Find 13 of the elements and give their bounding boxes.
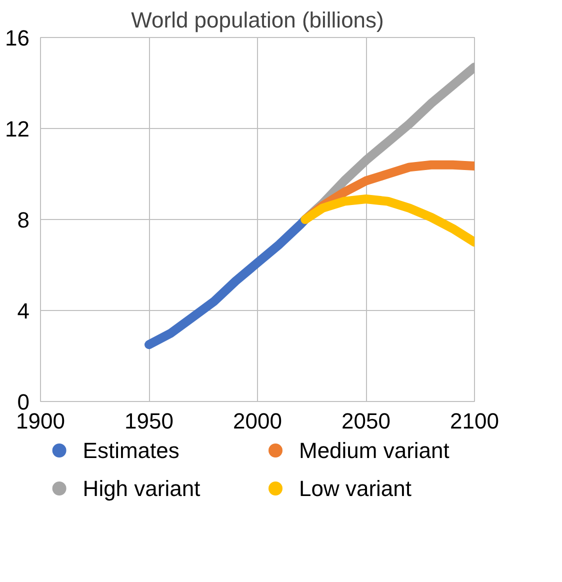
legend-label: Estimates [82, 438, 180, 463]
y-tick-label: 8 [17, 208, 30, 232]
x-tick-label: 1950 [124, 408, 174, 434]
legend-label: Low variant [299, 476, 412, 501]
y-tick-label: 12 [5, 116, 30, 142]
chart-title: World population (billions) [131, 8, 384, 32]
y-tick-label: 4 [17, 298, 30, 324]
x-tick-label: 2100 [450, 408, 499, 434]
legend-label: High variant [82, 476, 200, 501]
y-tick-label: 16 [5, 26, 30, 50]
legend-label: Medium variant [299, 438, 450, 463]
x-tick-label: 2050 [342, 408, 390, 434]
x-tick-label: 2000 [233, 408, 282, 434]
